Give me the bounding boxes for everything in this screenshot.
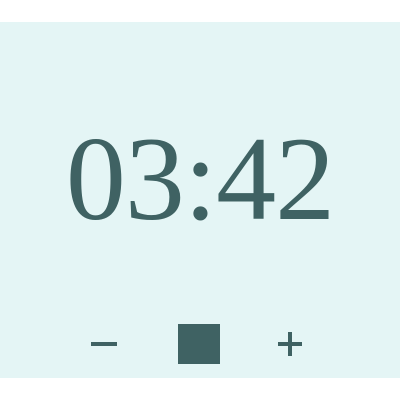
- stop-button[interactable]: [177, 322, 221, 366]
- minus-icon: [91, 342, 117, 346]
- decrement-button[interactable]: [82, 322, 126, 366]
- stop-icon: [178, 324, 220, 364]
- plus-icon: [278, 332, 302, 356]
- timer-controls: [0, 322, 400, 366]
- increment-button[interactable]: [268, 322, 312, 366]
- timer-display: 03:42: [65, 112, 335, 245]
- timer-panel: 03:42: [0, 22, 400, 378]
